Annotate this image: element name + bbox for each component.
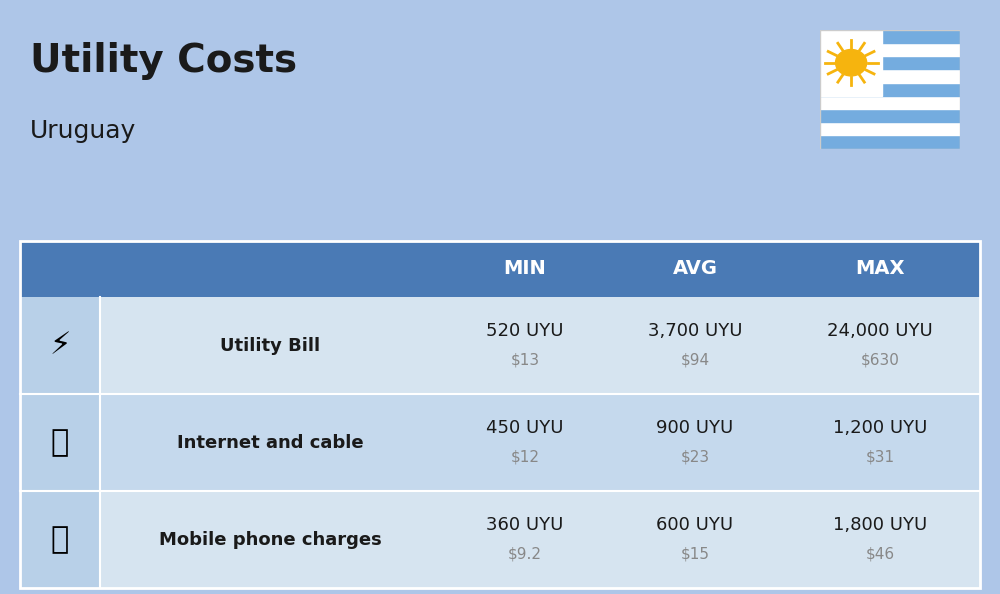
Text: $15: $15 — [681, 547, 710, 562]
FancyBboxPatch shape — [20, 491, 100, 588]
FancyBboxPatch shape — [610, 491, 780, 588]
Bar — [820, 83, 960, 96]
Bar — [820, 56, 960, 69]
FancyBboxPatch shape — [20, 241, 100, 297]
FancyBboxPatch shape — [440, 394, 610, 491]
Text: 900 UYU: 900 UYU — [656, 419, 734, 437]
Text: AVG: AVG — [673, 260, 718, 278]
Text: 600 UYU: 600 UYU — [656, 516, 734, 533]
Text: $630: $630 — [861, 353, 899, 368]
Text: Uruguay: Uruguay — [30, 119, 136, 143]
FancyBboxPatch shape — [780, 491, 980, 588]
Text: $23: $23 — [680, 450, 710, 465]
Text: 📡: 📡 — [51, 428, 69, 457]
FancyBboxPatch shape — [610, 394, 780, 491]
Bar — [820, 96, 960, 109]
Bar — [820, 30, 882, 96]
Text: 1,200 UYU: 1,200 UYU — [833, 419, 927, 437]
Text: ⚡: ⚡ — [49, 331, 71, 360]
FancyBboxPatch shape — [780, 394, 980, 491]
Bar — [820, 30, 960, 43]
Text: 24,000 UYU: 24,000 UYU — [827, 322, 933, 340]
Text: 360 UYU: 360 UYU — [486, 516, 564, 533]
Bar — [820, 69, 960, 83]
FancyBboxPatch shape — [20, 297, 100, 394]
Text: $94: $94 — [680, 353, 710, 368]
FancyBboxPatch shape — [100, 394, 440, 491]
Text: $46: $46 — [865, 547, 895, 562]
FancyBboxPatch shape — [610, 297, 780, 394]
Text: $9.2: $9.2 — [508, 547, 542, 562]
Text: 📱: 📱 — [51, 525, 69, 554]
Text: MIN: MIN — [504, 260, 546, 278]
Bar — [820, 109, 960, 122]
Text: $12: $12 — [511, 450, 540, 465]
FancyBboxPatch shape — [20, 394, 100, 491]
FancyBboxPatch shape — [100, 297, 440, 394]
Text: $13: $13 — [510, 353, 540, 368]
Text: 1,800 UYU: 1,800 UYU — [833, 516, 927, 533]
Text: Mobile phone charges: Mobile phone charges — [159, 530, 381, 548]
Text: Internet and cable: Internet and cable — [177, 434, 363, 451]
FancyBboxPatch shape — [780, 297, 980, 394]
FancyBboxPatch shape — [440, 491, 610, 588]
Bar — [820, 135, 960, 148]
FancyBboxPatch shape — [20, 241, 980, 297]
Text: $31: $31 — [865, 450, 895, 465]
Text: 450 UYU: 450 UYU — [486, 419, 564, 437]
Text: Utility Costs: Utility Costs — [30, 42, 297, 80]
Text: 520 UYU: 520 UYU — [486, 322, 564, 340]
FancyBboxPatch shape — [100, 491, 440, 588]
Bar — [820, 122, 960, 135]
Text: 3,700 UYU: 3,700 UYU — [648, 322, 742, 340]
Text: MAX: MAX — [855, 260, 905, 278]
Text: Utility Bill: Utility Bill — [220, 337, 320, 355]
Bar — [820, 43, 960, 56]
FancyBboxPatch shape — [440, 297, 610, 394]
Circle shape — [836, 49, 867, 76]
